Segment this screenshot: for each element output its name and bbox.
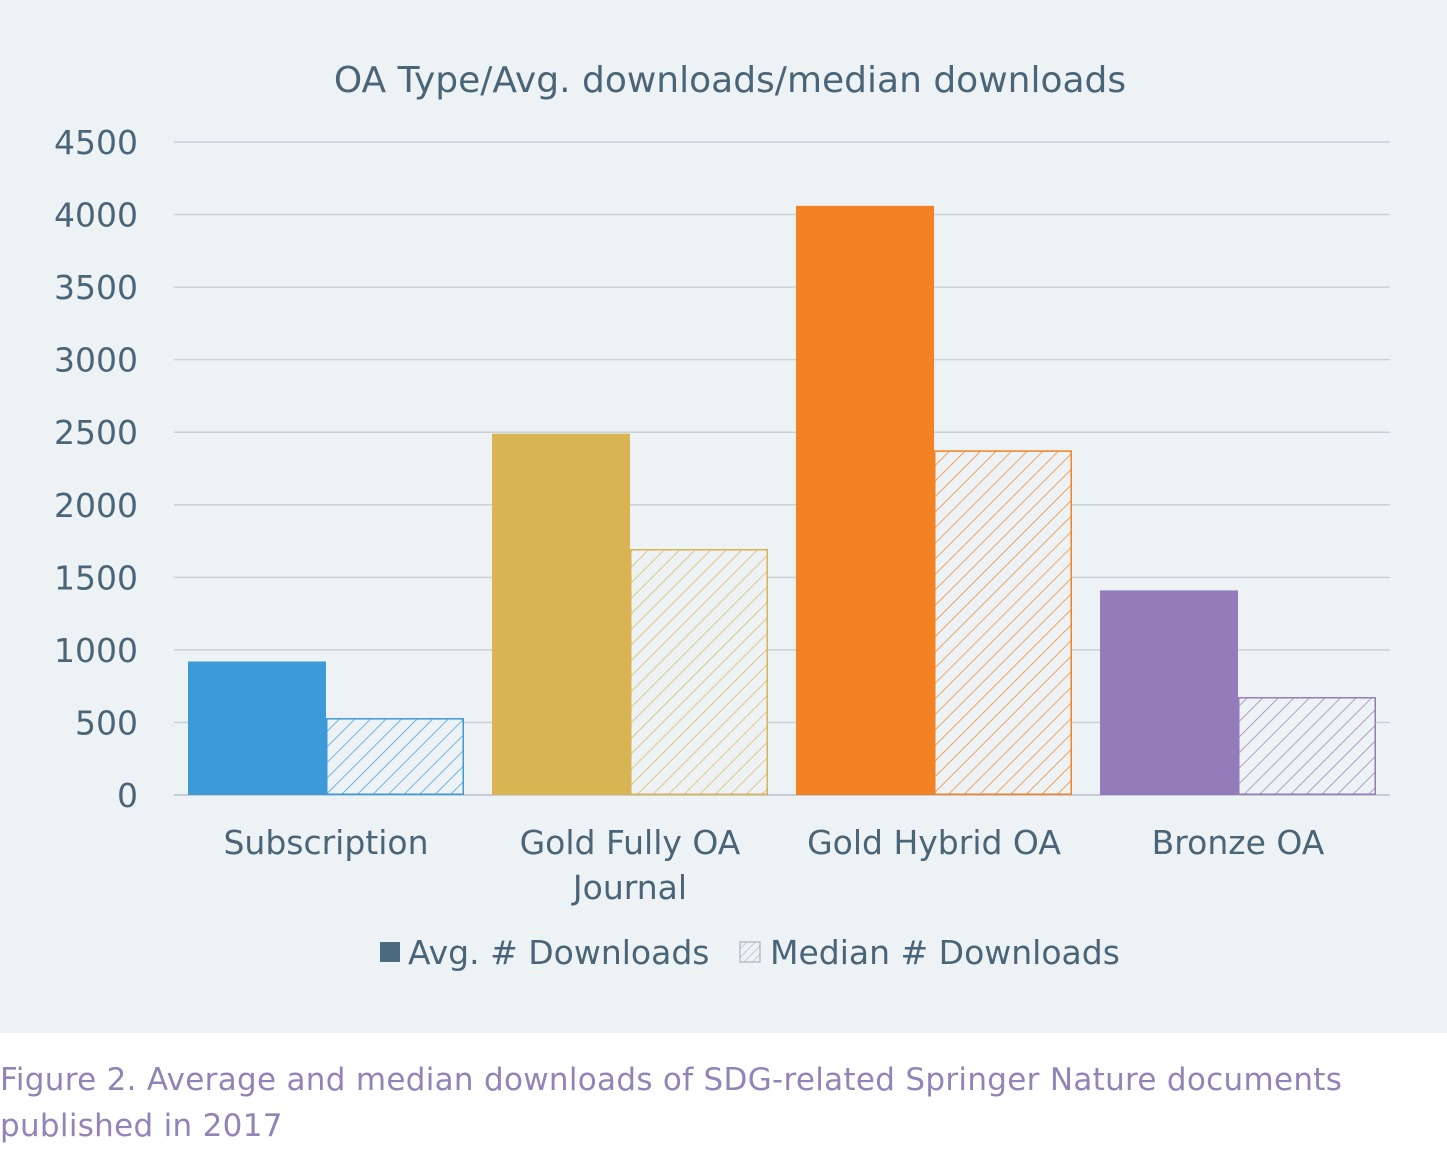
- x-category-label: Journal: [571, 868, 687, 907]
- chart-panel: OA Type/Avg. downloads/median downloads …: [0, 0, 1447, 1033]
- x-category-label: Bronze OA: [1152, 823, 1325, 862]
- y-tick-label: 0: [117, 776, 138, 815]
- chart-title: OA Type/Avg. downloads/median downloads: [334, 60, 1126, 101]
- x-category-label: Gold Hybrid OA: [807, 823, 1061, 862]
- bar-median-downloads: [326, 718, 464, 795]
- bar-median-downloads: [1238, 697, 1376, 796]
- figure-caption: Figure 2. Average and median downloads o…: [0, 1062, 1343, 1144]
- bar-median-downloads: [630, 549, 768, 795]
- y-tick-label: 2500: [54, 413, 138, 452]
- bar-median-downloads: [934, 450, 1072, 795]
- y-tick-label: 1500: [54, 558, 138, 597]
- x-category-label: Subscription: [223, 823, 428, 862]
- bar-avg-downloads: [796, 205, 934, 796]
- legend-label-avg: Avg. # Downloads: [408, 933, 709, 972]
- legend-swatch-avg: [380, 942, 400, 962]
- legend-label-median: Median # Downloads: [770, 933, 1120, 972]
- y-tick-label: 2000: [54, 486, 138, 525]
- y-tick-label: 1000: [54, 631, 138, 670]
- bar-avg-downloads: [1100, 590, 1238, 795]
- bar-chart: OA Type/Avg. downloads/median downloads …: [54, 60, 1390, 972]
- bar-avg-downloads: [188, 661, 326, 795]
- y-tick-label: 500: [75, 703, 138, 742]
- y-tick-label: 3000: [54, 341, 138, 380]
- y-tick-label: 4000: [54, 196, 138, 235]
- bar-avg-downloads: [492, 433, 630, 795]
- y-tick-label: 4500: [54, 123, 138, 162]
- legend-swatch-median: [739, 941, 761, 963]
- x-category-label: Gold Fully OA: [520, 823, 741, 862]
- y-tick-label: 3500: [54, 268, 138, 307]
